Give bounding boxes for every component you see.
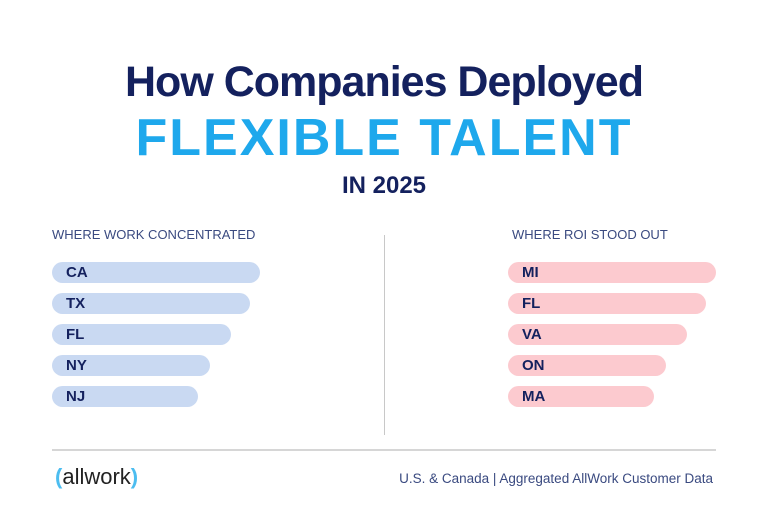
allwork-logo: (allwork)	[55, 464, 139, 489]
column-divider	[384, 235, 385, 435]
bar-label: FL	[66, 326, 85, 343]
title-line-1: How Companies Deployed	[125, 58, 644, 106]
bar-label: NJ	[66, 388, 86, 405]
bar-on: ON	[508, 355, 667, 376]
bar-ca: CA	[52, 262, 260, 283]
bar-label: ON	[522, 357, 545, 374]
source-note: U.S. & Canada | Aggregated AllWork Custo…	[399, 471, 713, 486]
footer-divider	[52, 449, 716, 451]
bar-label: VA	[522, 326, 542, 343]
title-line-2: FLEXIBLE TALENT	[135, 109, 633, 167]
bar-tx: TX	[52, 293, 250, 314]
bar-mi: MI	[508, 262, 716, 283]
bar-label: NY	[66, 357, 87, 374]
left-chart-title: WHERE WORK CONCENTRATED	[52, 227, 256, 242]
bar-ny: NY	[52, 355, 211, 376]
bar-fl: FL	[508, 293, 706, 314]
bar-va: VA	[508, 324, 687, 345]
bar-nj: NJ	[52, 386, 198, 407]
bar-label: TX	[66, 295, 86, 312]
bar-label: MA	[522, 388, 546, 405]
bar-label: MI	[522, 264, 539, 281]
bar-ma: MA	[508, 386, 654, 407]
right-chart-title: WHERE ROI STOOD OUT	[512, 227, 668, 242]
title-line-3: IN 2025	[341, 172, 427, 199]
bar-label: CA	[66, 264, 88, 281]
bar-label: FL	[522, 295, 541, 312]
bar-fl: FL	[52, 324, 231, 345]
